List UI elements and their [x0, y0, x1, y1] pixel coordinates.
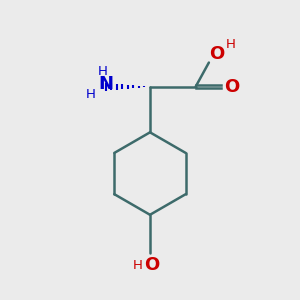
Text: H: H — [133, 259, 142, 272]
Text: H: H — [98, 65, 107, 78]
Text: O: O — [224, 78, 239, 96]
Text: H: H — [226, 38, 236, 51]
Text: H: H — [85, 88, 95, 101]
Text: O: O — [208, 45, 224, 63]
Text: O: O — [144, 256, 159, 274]
Text: N: N — [98, 75, 113, 93]
